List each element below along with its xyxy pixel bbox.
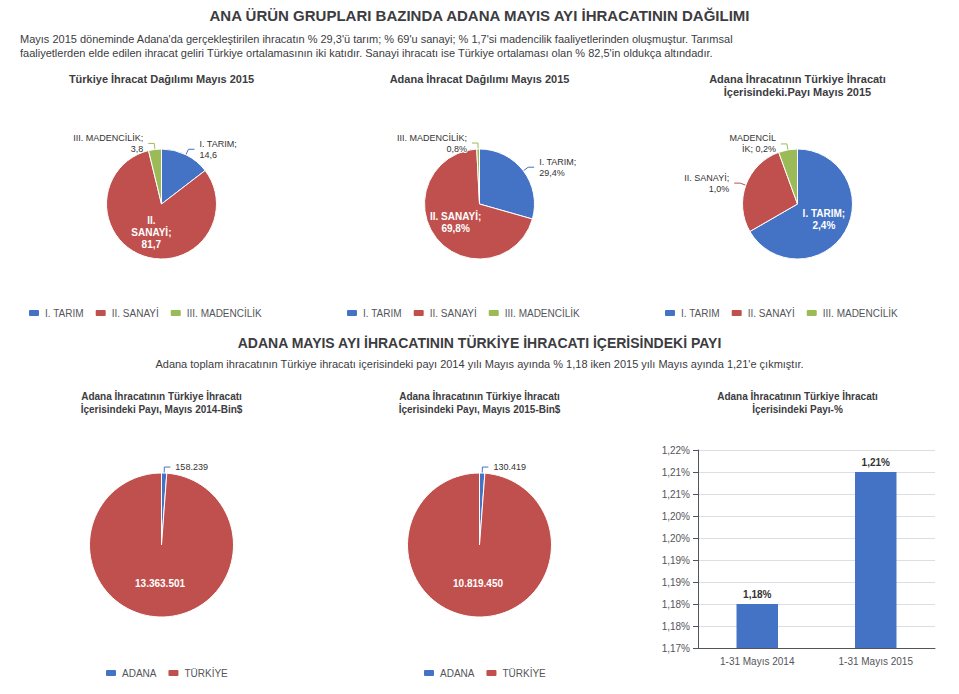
svg-text:Adana İhracatının Türkiye İhra: Adana İhracatının Türkiye İhracatı bbox=[709, 73, 886, 85]
svg-text:2,4%: 2,4% bbox=[813, 220, 836, 231]
svg-text:29,4%: 29,4% bbox=[539, 168, 565, 178]
svg-text:II. SANAYİ: II. SANAYİ bbox=[112, 307, 159, 319]
svg-text:II. SANAYİ: II. SANAYİ bbox=[430, 307, 477, 319]
svg-text:İçerisindeki Payı-%: İçerisindeki Payı-% bbox=[752, 403, 843, 415]
svg-text:Adana İhracatının Türkiye İhra: Adana İhracatının Türkiye İhracatı bbox=[399, 390, 560, 402]
svg-text:Adana İhracat Dağılımı Mayıs 2: Adana İhracat Dağılımı Mayıs 2015 bbox=[390, 73, 570, 85]
svg-text:I. TARIM;: I. TARIM; bbox=[539, 157, 576, 167]
svg-text:TÜRKİYE: TÜRKİYE bbox=[502, 667, 546, 679]
svg-text:1,17%: 1,17% bbox=[662, 643, 690, 654]
svg-text:III. MADENCİLİK: III. MADENCİLİK bbox=[823, 307, 898, 319]
svg-text:1,19%: 1,19% bbox=[662, 555, 690, 566]
svg-text:ADANA: ADANA bbox=[440, 668, 475, 679]
svg-text:MADENCİL: MADENCİL bbox=[729, 133, 776, 143]
svg-text:SANAYİ;: SANAYİ; bbox=[131, 226, 171, 238]
svg-text:1,0%: 1,0% bbox=[709, 184, 730, 194]
svg-text:ADANA: ADANA bbox=[122, 668, 157, 679]
svg-text:1,18%: 1,18% bbox=[662, 599, 690, 610]
svg-text:1,21%: 1,21% bbox=[662, 489, 690, 500]
svg-text:TÜRKİYE: TÜRKİYE bbox=[184, 667, 228, 679]
svg-text:ADANA MAYIS AYI İHRACATININ TÜ: ADANA MAYIS AYI İHRACATININ TÜRKİYE İHRA… bbox=[238, 335, 722, 351]
svg-text:81,7: 81,7 bbox=[142, 239, 162, 250]
svg-text:III. MADENCİLİK;: III. MADENCİLİK; bbox=[397, 133, 467, 143]
svg-text:II. SANAYİ;: II. SANAYİ; bbox=[684, 173, 729, 183]
svg-text:Mayıs 2015 döneminde Adana'da: Mayıs 2015 döneminde Adana'da gerçekleşt… bbox=[20, 33, 733, 45]
svg-text:1,18%: 1,18% bbox=[662, 621, 690, 632]
svg-text:III. MADENCİLİK: III. MADENCİLİK bbox=[505, 307, 580, 319]
svg-text:1,21%: 1,21% bbox=[862, 457, 890, 468]
svg-text:III. MADENCİLİK;: III. MADENCİLİK; bbox=[73, 133, 143, 143]
svg-text:1,18%: 1,18% bbox=[743, 589, 771, 600]
svg-text:1,21%: 1,21% bbox=[662, 467, 690, 478]
svg-text:0,8%: 0,8% bbox=[446, 144, 467, 154]
svg-text:II. SANAYİ;: II. SANAYİ; bbox=[430, 210, 481, 222]
svg-text:III. MADENCİLİK: III. MADENCİLİK bbox=[187, 307, 262, 319]
svg-text:3,8: 3,8 bbox=[131, 144, 144, 154]
svg-text:İçerisindeki.Payı Mayıs 2015: İçerisindeki.Payı Mayıs 2015 bbox=[724, 86, 871, 98]
svg-text:İçerisindeki Payı, Mayıs 2014-: İçerisindeki Payı, Mayıs 2014-Bin$ bbox=[81, 403, 243, 415]
svg-text:Adana İhracatının Türkiye İhra: Adana İhracatının Türkiye İhracatı bbox=[81, 390, 242, 402]
svg-text:İK; 0,2%: İK; 0,2% bbox=[742, 144, 776, 154]
svg-text:I. TARIM: I. TARIM bbox=[363, 308, 402, 319]
svg-text:Türkiye İhracat Dağılımı Mayıs: Türkiye İhracat Dağılımı Mayıs 2015 bbox=[69, 73, 254, 85]
svg-text:II.: II. bbox=[147, 215, 156, 226]
svg-text:1,22%: 1,22% bbox=[662, 445, 690, 456]
svg-text:1,20%: 1,20% bbox=[662, 533, 690, 544]
svg-text:13.363.501: 13.363.501 bbox=[135, 578, 185, 589]
svg-text:II. SANAYİ: II. SANAYİ bbox=[748, 307, 795, 319]
svg-text:I. TARIM;: I. TARIM; bbox=[803, 208, 846, 219]
svg-text:I. TARIM;: I. TARIM; bbox=[199, 139, 236, 149]
svg-text:İçerisindeki Payı, Mayıs 2015-: İçerisindeki Payı, Mayıs 2015-Bin$ bbox=[399, 403, 561, 415]
svg-text:14,6: 14,6 bbox=[199, 150, 217, 160]
svg-text:ANA ÜRÜN GRUPLARI BAZINDA ADAN: ANA ÜRÜN GRUPLARI BAZINDA ADANA MAYIS AY… bbox=[210, 7, 750, 24]
svg-text:I. TARIM: I. TARIM bbox=[681, 308, 720, 319]
svg-text:I. TARIM: I. TARIM bbox=[45, 308, 84, 319]
svg-text:1-31 Mayıs 2014: 1-31 Mayıs 2014 bbox=[720, 656, 795, 667]
svg-text:1-31 Mayıs 2015: 1-31 Mayıs 2015 bbox=[839, 656, 914, 667]
svg-text:10.819.450: 10.819.450 bbox=[453, 578, 503, 589]
svg-text:158.239: 158.239 bbox=[175, 462, 208, 472]
svg-text:130.419: 130.419 bbox=[493, 462, 526, 472]
svg-text:Adana toplam ihracatının Türki: Adana toplam ihracatının Türkiye ihracat… bbox=[155, 358, 803, 370]
svg-text:Adana İhracatının Türkiye İhra: Adana İhracatının Türkiye İhracatı bbox=[717, 390, 878, 402]
svg-text:faaliyetlerden elde edilen ihr: faaliyetlerden elde edilen ihracat gelir… bbox=[20, 47, 713, 59]
svg-text:1,19%: 1,19% bbox=[662, 577, 690, 588]
svg-text:69,8%: 69,8% bbox=[441, 223, 469, 234]
svg-text:1,20%: 1,20% bbox=[662, 511, 690, 522]
